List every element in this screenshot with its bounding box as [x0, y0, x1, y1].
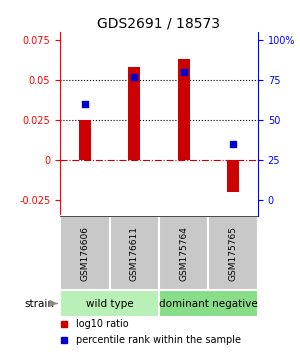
- Point: [132, 74, 137, 80]
- Text: strain: strain: [24, 298, 54, 308]
- Point: [181, 69, 186, 75]
- Text: log10 ratio: log10 ratio: [76, 319, 128, 329]
- Text: GSM175764: GSM175764: [179, 226, 188, 281]
- Title: GDS2691 / 18573: GDS2691 / 18573: [98, 17, 220, 31]
- Text: wild type: wild type: [86, 298, 133, 308]
- Bar: [227, 160, 239, 192]
- Point: [231, 141, 236, 147]
- Point: [82, 101, 87, 107]
- Bar: [159, 216, 208, 290]
- Text: percentile rank within the sample: percentile rank within the sample: [76, 335, 241, 346]
- Bar: [159, 290, 258, 317]
- Bar: [79, 120, 91, 160]
- Text: dominant negative: dominant negative: [159, 298, 258, 308]
- Bar: [178, 59, 190, 160]
- Text: GSM176611: GSM176611: [130, 226, 139, 281]
- Text: GSM175765: GSM175765: [229, 226, 238, 281]
- Bar: [110, 216, 159, 290]
- Text: GSM176606: GSM176606: [80, 226, 89, 281]
- Bar: [128, 67, 140, 160]
- Bar: [60, 216, 110, 290]
- Bar: [60, 290, 159, 317]
- Bar: [208, 216, 258, 290]
